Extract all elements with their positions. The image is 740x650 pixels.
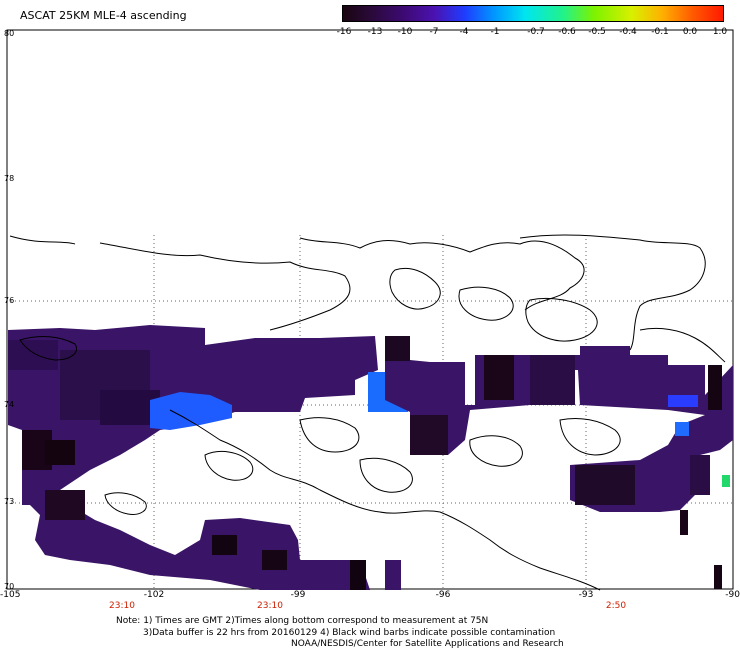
swath-blue bbox=[675, 422, 689, 436]
longitude-label: -102 bbox=[143, 590, 165, 600]
swath-dark bbox=[680, 510, 688, 535]
coastlines bbox=[9, 234, 726, 591]
latitude-label: 78 bbox=[4, 174, 15, 183]
map-frame bbox=[6, 29, 734, 590]
swath-dark bbox=[45, 490, 85, 520]
scale-label: -13 bbox=[367, 27, 383, 37]
scale-label: 1.0 bbox=[712, 27, 728, 37]
longitude-label: -105 bbox=[0, 590, 21, 600]
scale-label: -10 bbox=[397, 27, 413, 37]
latitude-label: 70 bbox=[4, 582, 15, 591]
longitude-label: -99 bbox=[290, 590, 306, 600]
map-title: ASCAT 25KM MLE-4 ascending bbox=[20, 9, 187, 22]
data-swaths bbox=[8, 325, 733, 590]
swath-patch bbox=[8, 340, 58, 370]
latitude-label: 73 bbox=[4, 497, 15, 506]
swath-dark bbox=[45, 440, 75, 465]
scale-label: -7 bbox=[429, 27, 439, 37]
footnote: Note: 1) Times are GMT 2)Times along bot… bbox=[116, 616, 489, 626]
scale-label: -16 bbox=[336, 27, 352, 37]
time-label: 23:10 bbox=[109, 601, 135, 611]
scale-label: 0.0 bbox=[682, 27, 698, 37]
longitude-label: -90 bbox=[725, 590, 740, 600]
swath-dark bbox=[484, 355, 514, 400]
time-label: 2:50 bbox=[605, 601, 627, 611]
color-scale-bar bbox=[342, 5, 724, 22]
swath-patch bbox=[690, 455, 710, 495]
longitude-label: -96 bbox=[435, 590, 451, 600]
scale-label: -0.4 bbox=[619, 27, 637, 37]
latitude-label: 80 bbox=[4, 29, 15, 38]
swath-patch bbox=[385, 560, 401, 590]
scale-label: -0.5 bbox=[588, 27, 606, 37]
footnote: 3)Data buffer is 22 hrs from 20160129 4)… bbox=[143, 628, 556, 638]
latitude-label: 74 bbox=[4, 400, 15, 409]
latitude-label: 76 bbox=[4, 296, 15, 305]
scale-label: -1 bbox=[490, 27, 500, 37]
swath-green bbox=[722, 475, 730, 487]
credit-line: NOAA/NESDIS/Center for Satellite Applica… bbox=[291, 639, 564, 649]
swath-dark bbox=[262, 550, 287, 570]
scale-label: -0.7 bbox=[527, 27, 545, 37]
swath-dark bbox=[575, 465, 635, 505]
swath-dark bbox=[212, 535, 237, 555]
swath-dark bbox=[350, 560, 366, 590]
swath-blue bbox=[150, 392, 232, 430]
swath-blue bbox=[668, 395, 698, 407]
longitude-label: -93 bbox=[578, 590, 594, 600]
swath-dark bbox=[708, 365, 722, 410]
swath-patch bbox=[530, 355, 575, 405]
swath-dark bbox=[410, 415, 448, 455]
time-label: 23:10 bbox=[257, 601, 283, 611]
scale-label: -0.1 bbox=[651, 27, 669, 37]
swath-dark bbox=[714, 565, 722, 589]
scale-label: -4 bbox=[459, 27, 469, 37]
swath-dark bbox=[385, 336, 410, 361]
scale-label: -0.6 bbox=[558, 27, 576, 37]
